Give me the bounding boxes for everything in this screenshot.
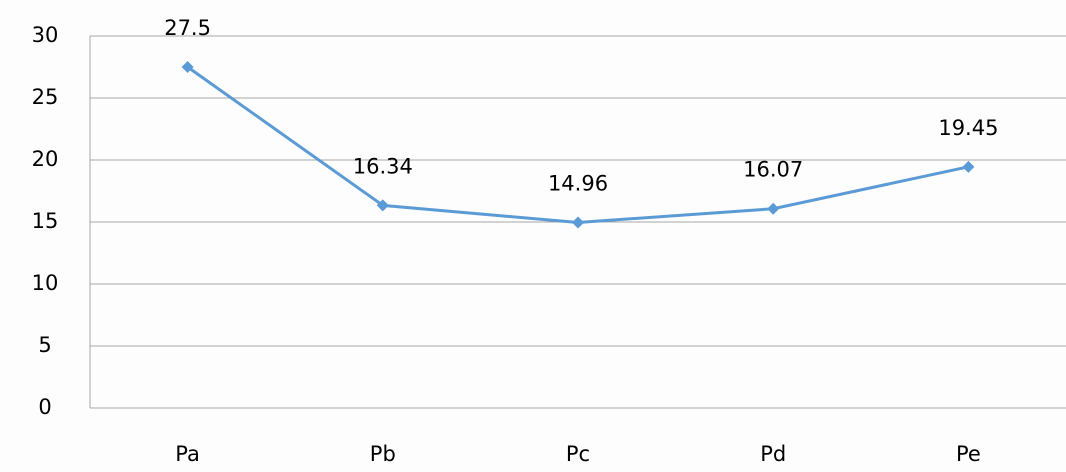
- x-tick-label: Pe: [956, 442, 981, 466]
- marker: [767, 202, 780, 215]
- data-label: 27.5: [164, 16, 211, 40]
- y-tick-label: 30: [32, 23, 59, 47]
- y-tick-label: 10: [32, 271, 59, 295]
- y-tick-label: 25: [32, 85, 59, 109]
- data-label: 16.34: [353, 154, 413, 178]
- marker: [572, 216, 584, 229]
- y-tick-label: 15: [32, 209, 59, 233]
- x-tick-label: Pa: [175, 442, 200, 466]
- x-tick-label: Pb: [370, 442, 396, 466]
- marker: [962, 160, 975, 173]
- marker: [181, 61, 194, 73]
- marker: [376, 199, 389, 212]
- y-tick-label: 20: [32, 147, 59, 171]
- y-tick-label: 5: [38, 333, 51, 357]
- y-tick-label: 0: [38, 395, 51, 419]
- data-label: 14.96: [548, 171, 608, 195]
- data-label: 19.45: [938, 116, 998, 140]
- x-tick-label: Pd: [760, 442, 786, 466]
- x-tick-label: Pc: [566, 442, 590, 466]
- data-label: 16.07: [743, 158, 803, 182]
